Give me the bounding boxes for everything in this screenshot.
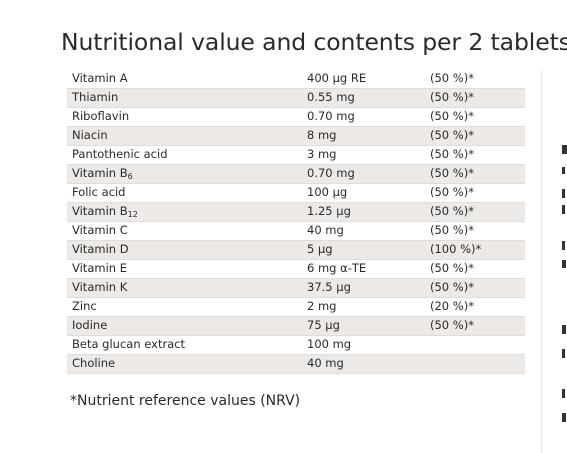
nutrient-name: Riboflavin <box>67 107 302 127</box>
nutrient-name-text: Choline <box>72 356 116 371</box>
nutrient-name: Folic acid <box>67 183 302 203</box>
nutrient-row: Vitamin B6 0.70 mg (50 %)* <box>67 164 525 184</box>
nutrient-row: Riboflavin 0.70 mg (50 %)* <box>67 107 525 127</box>
nutrient-name-subscript: 12 <box>127 209 138 219</box>
nutrient-percent: (50 %)* <box>425 107 525 127</box>
footnote: *Nutrient reference values (NRV) <box>70 393 301 409</box>
nutrient-percent: (50 %)* <box>425 259 525 279</box>
nutrient-percent: (50 %)* <box>425 183 525 203</box>
nutrient-percent: (50 %)* <box>425 126 525 146</box>
nutrient-row: Niacin 8 mg (50 %)* <box>67 126 525 146</box>
nutrient-amount: 0.55 mg <box>302 88 425 108</box>
nutrient-name: Choline <box>67 354 302 374</box>
nutrient-name-text: Vitamin B <box>72 165 128 180</box>
clipped-adjacent-text <box>562 135 567 435</box>
nutrient-name: Niacin <box>67 126 302 146</box>
nutrient-name-text: Pantothenic acid <box>72 147 168 162</box>
nutrient-name: Vitamin B6 <box>67 164 302 184</box>
nutrition-table-body: Vitamin A 400 µg RE (50 %)* Thiamin 0.55 mg(… <box>67 70 525 374</box>
nutrient-amount: 6 mg α-TE <box>302 259 425 279</box>
nutrient-amount: 40 mg <box>302 221 425 241</box>
nutrient-percent: (50 %)* <box>425 221 525 241</box>
nutrient-percent: (50 %)* <box>425 88 525 108</box>
nutrient-name-text: Vitamin D <box>72 242 129 257</box>
nutrient-percent <box>425 335 525 355</box>
nutrient-name: Vitamin D <box>67 240 302 260</box>
nutrient-name: Beta glucan extract <box>67 335 302 355</box>
nutrient-row: Folic acid 100 µg (50 %)* <box>67 183 525 203</box>
nutrient-percent: (50 %)* <box>425 316 525 336</box>
nutrient-amount: 40 mg <box>302 354 425 374</box>
nutrient-amount: 100 µg <box>302 183 425 203</box>
nutrient-percent: (50 %)* <box>425 164 525 184</box>
nutrient-name-text: Riboflavin <box>72 109 130 124</box>
nutrient-percent: (50 %)* <box>425 70 525 89</box>
nutrient-name: Vitamin A <box>67 70 302 89</box>
nutrient-name-text: Thiamin <box>72 90 119 105</box>
nutrient-name: Vitamin C <box>67 221 302 241</box>
nutrient-name: Vitamin K <box>67 278 302 298</box>
nutrient-name-text: Vitamin B <box>72 203 128 218</box>
nutrient-percent: (50 %)* <box>425 145 525 165</box>
nutrient-percent: (20 %)* <box>425 297 525 317</box>
nutrient-name-text: Vitamin A <box>72 71 128 86</box>
nutrient-name-text: Iodine <box>72 318 108 333</box>
nutrient-name-text: Zinc <box>72 299 97 314</box>
nutrient-row: Choline 40 mg <box>67 354 525 374</box>
nutrient-name: Vitamin E <box>67 259 302 279</box>
nutrient-amount: 3 mg <box>302 145 425 165</box>
nutrient-amount: 37.5 µg <box>302 278 425 298</box>
nutrient-name-subscript: 6 <box>127 171 133 181</box>
nutrient-percent <box>425 354 525 374</box>
nutrient-name-text: Vitamin K <box>72 280 128 295</box>
nutrient-name-text: Vitamin E <box>72 261 127 276</box>
nutrition-table: Vitamin A 400 µg RE (50 %)* Thiamin 0.55 mg(… <box>67 70 525 374</box>
nutrient-row: Beta glucan extract 100 mg <box>67 335 525 355</box>
nutrient-name: Iodine <box>67 316 302 336</box>
column-divider <box>541 70 542 453</box>
nutrient-percent: (50 %)* <box>425 202 525 222</box>
nutrient-row: Vitamin D 5 µg (100 %)* <box>67 240 525 260</box>
nutrient-percent: (50 %)* <box>425 278 525 298</box>
nutrient-amount: 0.70 mg <box>302 107 425 127</box>
nutrient-amount: 400 µg RE <box>302 70 425 89</box>
nutrient-amount: 100 mg <box>302 335 425 355</box>
nutrient-amount: 8 mg <box>302 126 425 146</box>
nutrient-amount: 75 µg <box>302 316 425 336</box>
nutrient-amount: 5 µg <box>302 240 425 260</box>
nutrient-row: Vitamin K 37.5 µg (50 %)* <box>67 278 525 298</box>
nutrient-name: Zinc <box>67 297 302 317</box>
nutrient-name-text: Niacin <box>72 128 108 143</box>
nutrient-amount: 2 mg <box>302 297 425 317</box>
page-title: Nutritional value and contents per 2 tab… <box>61 28 567 56</box>
nutrient-row: Thiamin 0.55 mg (50 %)* <box>67 88 525 108</box>
nutrient-amount: 1.25 µg <box>302 202 425 222</box>
nutrient-name: Vitamin B12 <box>67 202 302 222</box>
nutrient-row: Vitamin E 6 mg α-TE (50 %)* <box>67 259 525 279</box>
nutrient-row: Vitamin B12 1.25 µg (50 %)* <box>67 202 525 222</box>
nutrient-row: Pantothenic acid 3 mg (50 %)* <box>67 145 525 165</box>
nutrient-row: Iodine 75 µg (50 %)* <box>67 316 525 336</box>
nutrient-name-text: Vitamin C <box>72 223 128 238</box>
nutrient-row: Zinc 2 mg (20 %)* <box>67 297 525 317</box>
nutrient-name: Pantothenic acid <box>67 145 302 165</box>
nutrient-row: Vitamin A 400 µg RE (50 %)* <box>67 70 525 89</box>
nutrient-name-text: Folic acid <box>72 185 126 200</box>
nutrient-amount: 0.70 mg <box>302 164 425 184</box>
nutrient-name: Thiamin <box>67 88 302 108</box>
nutrient-row: Vitamin C 40 mg (50 %)* <box>67 221 525 241</box>
nutrient-percent: (100 %)* <box>425 240 525 260</box>
nutrient-name-text: Beta glucan extract <box>72 337 186 352</box>
